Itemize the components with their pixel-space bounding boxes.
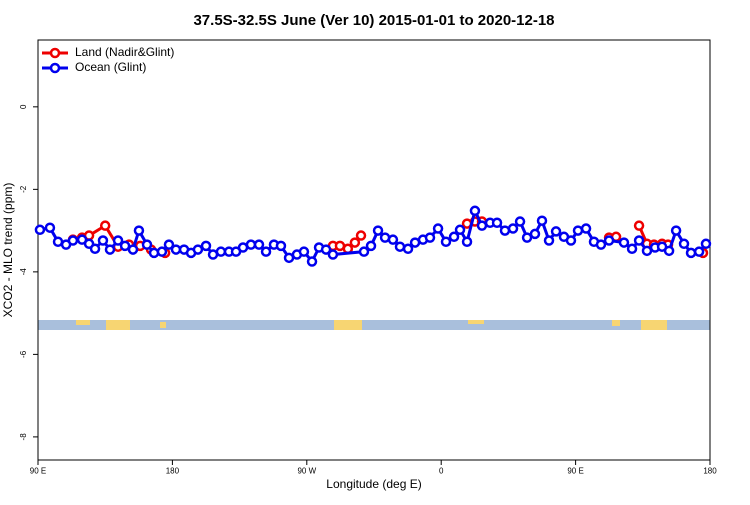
data-point <box>163 239 175 250</box>
data-point <box>253 239 265 250</box>
data-point <box>141 239 153 250</box>
legend-marker <box>49 62 61 74</box>
data-point <box>461 236 473 247</box>
data-point <box>327 249 339 260</box>
data-point <box>34 224 46 236</box>
data-point <box>678 238 690 250</box>
data-point <box>521 232 533 243</box>
data-point <box>641 245 653 257</box>
data-point <box>700 238 712 250</box>
x-tick-label: 0 <box>439 467 444 476</box>
data-point <box>44 222 56 233</box>
data-point <box>215 246 227 257</box>
data-point <box>358 246 370 257</box>
data-point <box>626 243 638 255</box>
legend-marker <box>49 47 61 59</box>
y-tick-label: -2 <box>19 185 28 193</box>
x-axis-label: Longitude (deg E) <box>326 477 421 491</box>
data-point <box>260 246 272 257</box>
data-point <box>507 223 519 234</box>
data-point <box>670 225 682 236</box>
data-point <box>275 240 287 252</box>
data-point <box>491 217 503 229</box>
data-point <box>663 245 675 257</box>
data-point <box>499 225 511 236</box>
legend-label: Land (Nadir&Glint) <box>75 45 174 59</box>
data-point <box>432 223 444 234</box>
data-point <box>580 223 592 234</box>
data-point <box>387 234 399 245</box>
data-point <box>565 235 577 246</box>
data-point <box>394 241 406 252</box>
y-tick-label: -4 <box>19 268 28 276</box>
data-point <box>245 239 257 250</box>
map-strip <box>38 320 710 330</box>
data-point <box>298 246 310 257</box>
data-point <box>603 235 615 246</box>
data-point <box>365 240 377 252</box>
data-point <box>52 236 64 247</box>
data-point <box>514 216 526 227</box>
data-point <box>306 256 318 267</box>
data-point <box>618 237 630 248</box>
data-point <box>476 220 488 231</box>
data-point <box>693 246 705 257</box>
data-point <box>529 228 541 240</box>
x-tick-label: 180 <box>166 467 180 476</box>
data-point <box>440 236 452 247</box>
data-point <box>633 235 645 246</box>
x-tick-label: 90 E <box>30 467 46 476</box>
data-point <box>320 244 332 255</box>
y-axis-label: XCO2 - MLO trend (ppm) <box>1 183 15 318</box>
y-tick-label: -6 <box>19 350 28 358</box>
data-point <box>89 243 101 255</box>
legend-label: Ocean (Glint) <box>75 60 146 74</box>
data-point <box>156 246 168 257</box>
data-point <box>133 225 145 236</box>
data-point <box>170 244 182 255</box>
data-point <box>448 231 460 243</box>
data-point <box>424 232 436 243</box>
plot-frame <box>37 39 711 461</box>
data-point <box>454 224 466 236</box>
data-point <box>550 226 562 237</box>
data-point <box>148 247 160 259</box>
data-point <box>543 235 555 246</box>
data-point <box>67 235 79 246</box>
data-point <box>685 247 697 259</box>
data-point <box>536 215 548 226</box>
x-tick-label: 90 E <box>567 467 583 476</box>
y-tick-label: 0 <box>19 104 28 109</box>
data-point <box>192 244 204 255</box>
data-point <box>99 220 111 231</box>
data-point <box>355 230 367 241</box>
data-point <box>97 235 109 246</box>
data-point <box>127 244 139 255</box>
data-point <box>595 239 607 250</box>
x-tick-label: 90 W <box>297 467 316 476</box>
data-point <box>469 205 481 217</box>
data-point <box>572 225 584 236</box>
chart-title: 37.5S-32.5S June (Ver 10) 2015-01-01 to … <box>193 12 554 29</box>
data-point <box>104 244 116 255</box>
data-point <box>633 220 645 231</box>
data-point <box>372 225 384 236</box>
data-point <box>119 240 131 252</box>
data-point <box>200 240 212 252</box>
x-tick-label: 180 <box>703 467 717 476</box>
data-point <box>402 243 414 255</box>
data-point <box>349 237 361 248</box>
y-tick-label: -8 <box>19 433 28 441</box>
data-point <box>112 235 124 246</box>
